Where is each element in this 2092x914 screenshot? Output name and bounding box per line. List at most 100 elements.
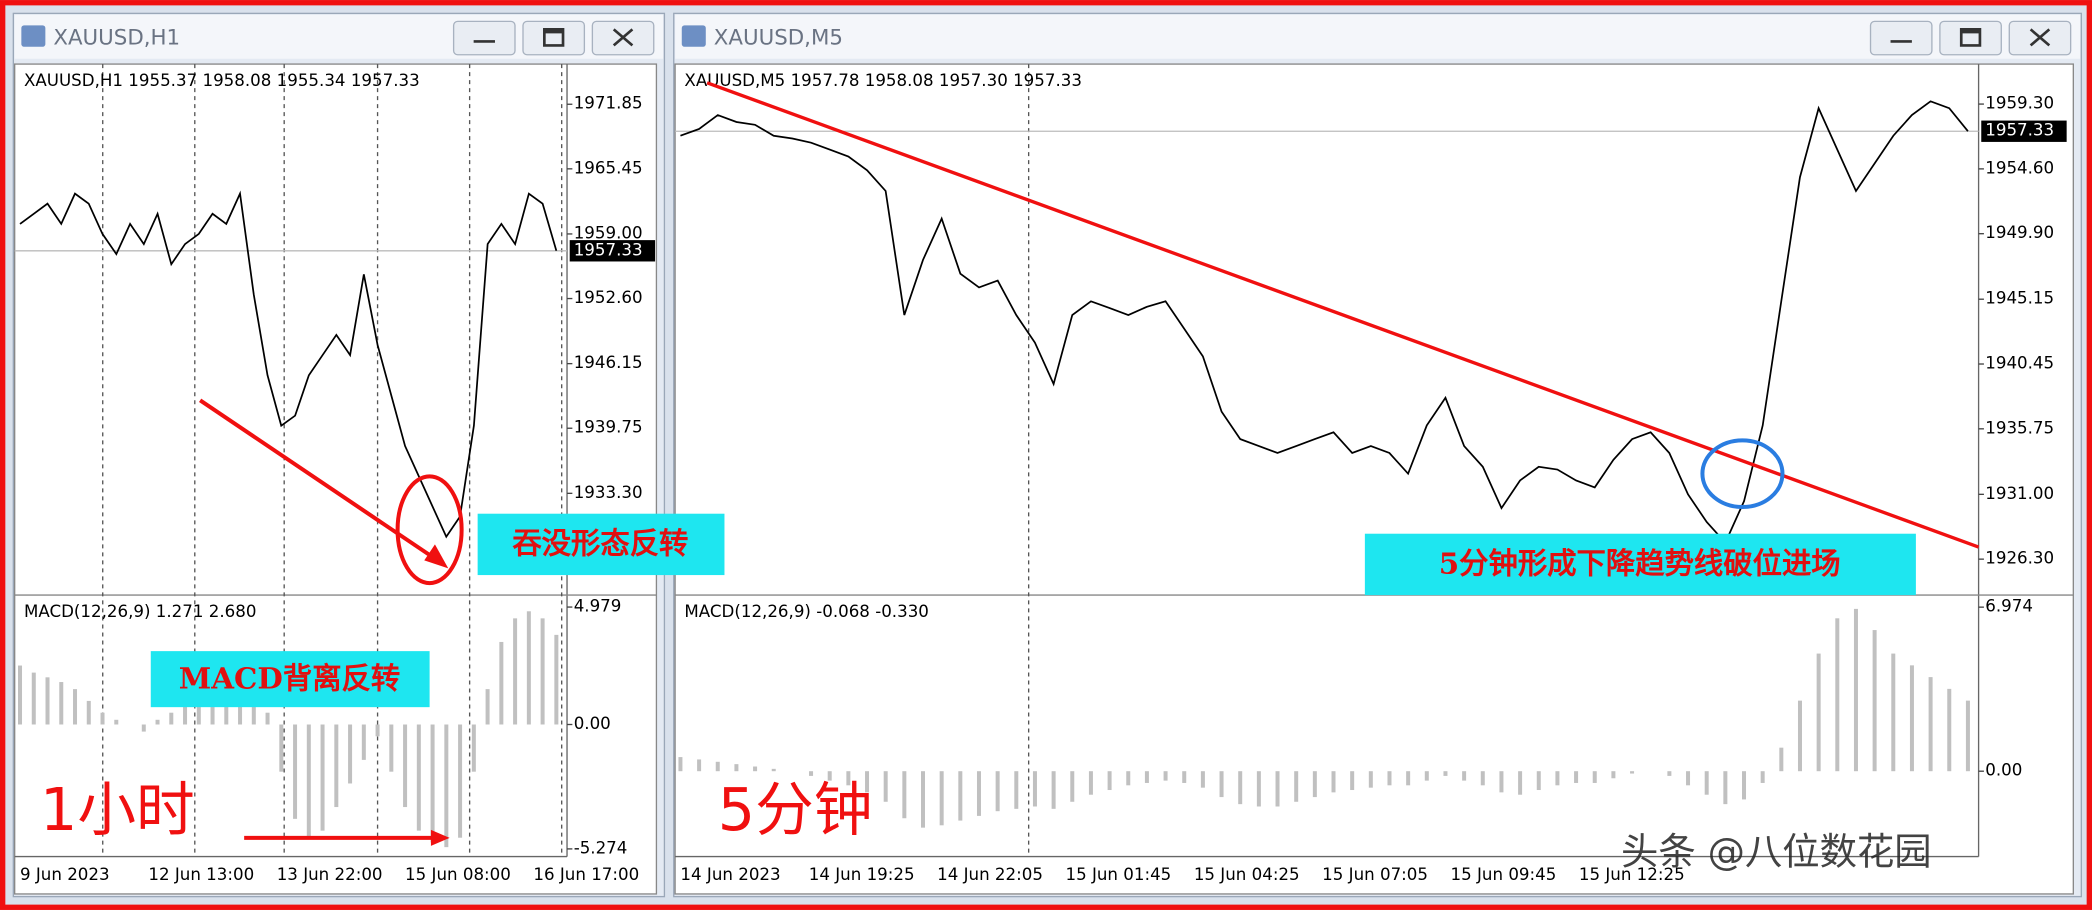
macd-bar (1014, 771, 1019, 809)
macd-bar (444, 724, 449, 848)
macd-bar (1200, 771, 1205, 788)
highlight-circle (395, 474, 464, 586)
macd-bar (1835, 618, 1840, 772)
minimize-button[interactable] (1869, 20, 1933, 56)
macd-bar (1163, 771, 1168, 781)
macd-bar (846, 771, 851, 786)
macd-bar (169, 712, 174, 725)
x-tick-label: 12 Jun 13:00 (148, 865, 254, 884)
macd-bar (1480, 771, 1485, 786)
macd-bar (471, 724, 476, 772)
y-tick-label: 1945.15 (1985, 289, 2054, 308)
macd-bar (921, 771, 926, 828)
watermark: 头条 @八位数花园 (1621, 830, 1932, 874)
y-tick-label: 4.979 (574, 597, 622, 616)
window-title: XAUUSD,H1 (53, 26, 180, 51)
maximize-icon[interactable] (543, 28, 565, 47)
minimize-button[interactable] (452, 20, 516, 56)
quote-header: XAUUSD,M5 1957.78 1958.08 1957.30 1957.3… (684, 71, 1082, 90)
maximize-button[interactable] (1939, 20, 2002, 56)
macd-bar (1723, 771, 1728, 805)
annotation: 5分钟形成下降趋势线破位进场 (1439, 546, 1841, 581)
macd-bar (1667, 771, 1672, 776)
close-icon[interactable] (612, 28, 634, 47)
y-tick-label: 1971.85 (574, 94, 643, 113)
x-tick-label: 15 Jun 09:45 (1451, 865, 1557, 884)
window-icon (681, 25, 706, 47)
x-tick-label: 13 Jun 22:00 (277, 865, 383, 884)
y-tick-label: -5.274 (574, 838, 628, 857)
macd-bar (1891, 653, 1896, 772)
macd-bar (1032, 771, 1037, 807)
macd-bar (86, 700, 91, 725)
macd-bar (1592, 771, 1597, 783)
macd-bar (1182, 771, 1187, 783)
macd-bar (183, 705, 188, 725)
macd-bar (865, 771, 870, 793)
macd-header: MACD(12,26,9) 1.271 2.680 (24, 602, 256, 621)
x-tick-label: 9 Jun 2023 (20, 865, 110, 884)
x-tick-label: 15 Jun 01:45 (1065, 865, 1171, 884)
macd-bar (809, 771, 814, 776)
macd-bar (31, 672, 36, 725)
maximize-button[interactable] (522, 20, 586, 56)
macd-bar (485, 689, 490, 725)
macd-bar (1760, 771, 1765, 783)
macd-bar (1107, 771, 1112, 791)
macd-bar (416, 724, 421, 831)
macd-bar (1965, 700, 1970, 772)
y-tick-label: 1946.15 (574, 353, 643, 372)
x-tick-label: 15 Jun 08:00 (405, 865, 511, 884)
current-price-label: 1957.33 (574, 240, 643, 259)
macd-bar (210, 696, 215, 725)
y-tick-label: 0.00 (1985, 761, 2022, 780)
macd-bar (361, 724, 366, 760)
macd-bar (526, 611, 531, 725)
maximize-icon[interactable] (1959, 28, 1982, 47)
window-icon (21, 25, 46, 47)
macd-bar (540, 618, 545, 725)
macd-bar (554, 634, 559, 725)
macd-bar (45, 677, 50, 725)
windows: XAUUSD,H1 1971.85 1965.45 1959.00 1952.60 194… (12, 12, 2082, 898)
macd-bar (265, 712, 270, 725)
macd-bar (334, 724, 339, 808)
macd-bar (18, 665, 23, 725)
chart-area (674, 63, 2074, 895)
y-tick-label: 1940.45 (1985, 354, 2054, 373)
y-tick-label: 1965.45 (574, 158, 643, 177)
macd-bar (513, 618, 518, 725)
chart-window: XAUUSD,M5 1959.30 1954.60 1949.90 1945.15 194… (673, 12, 2082, 898)
macd-bar (902, 771, 907, 819)
macd-bar (753, 766, 758, 772)
x-tick-label: 16 Jun 17:00 (533, 865, 639, 884)
current-price-label: 1957.33 (1985, 121, 2054, 140)
arrow-head (430, 829, 450, 846)
chart-window: XAUUSD,H1 1971.85 1965.45 1959.00 1952.60 194… (12, 12, 666, 898)
macd-bar (279, 724, 284, 772)
macd-bar (389, 724, 394, 772)
x-tick-label: 15 Jun 07:05 (1322, 865, 1428, 884)
macd-bar (1611, 771, 1616, 779)
macd-bar (1368, 771, 1373, 788)
macd-bar (1574, 771, 1579, 783)
close-icon[interactable] (2029, 28, 2051, 47)
annotations: 吞没形态反转 MACD背离反转 1小时 5分钟 5分钟形成下降趋势线破位进场 头… (40, 81, 1980, 874)
macd-bar (1424, 771, 1429, 781)
macd-bar (155, 719, 160, 725)
macd-bar (976, 771, 981, 816)
current-price-box (1981, 120, 2067, 142)
macd-bar (1331, 771, 1336, 793)
y-tick-label: 1954.60 (1985, 158, 2054, 177)
macd-bar (1686, 771, 1691, 786)
macd-bar (1704, 771, 1709, 795)
macd-bar (1312, 771, 1317, 798)
macd-bar (1909, 665, 1914, 772)
macd-bar (458, 724, 463, 838)
x-tick-label: 14 Jun 2023 (680, 865, 780, 884)
annotation: MACD背离反转 (179, 660, 400, 695)
macd-bar (827, 771, 832, 781)
macd-bar (196, 700, 201, 725)
